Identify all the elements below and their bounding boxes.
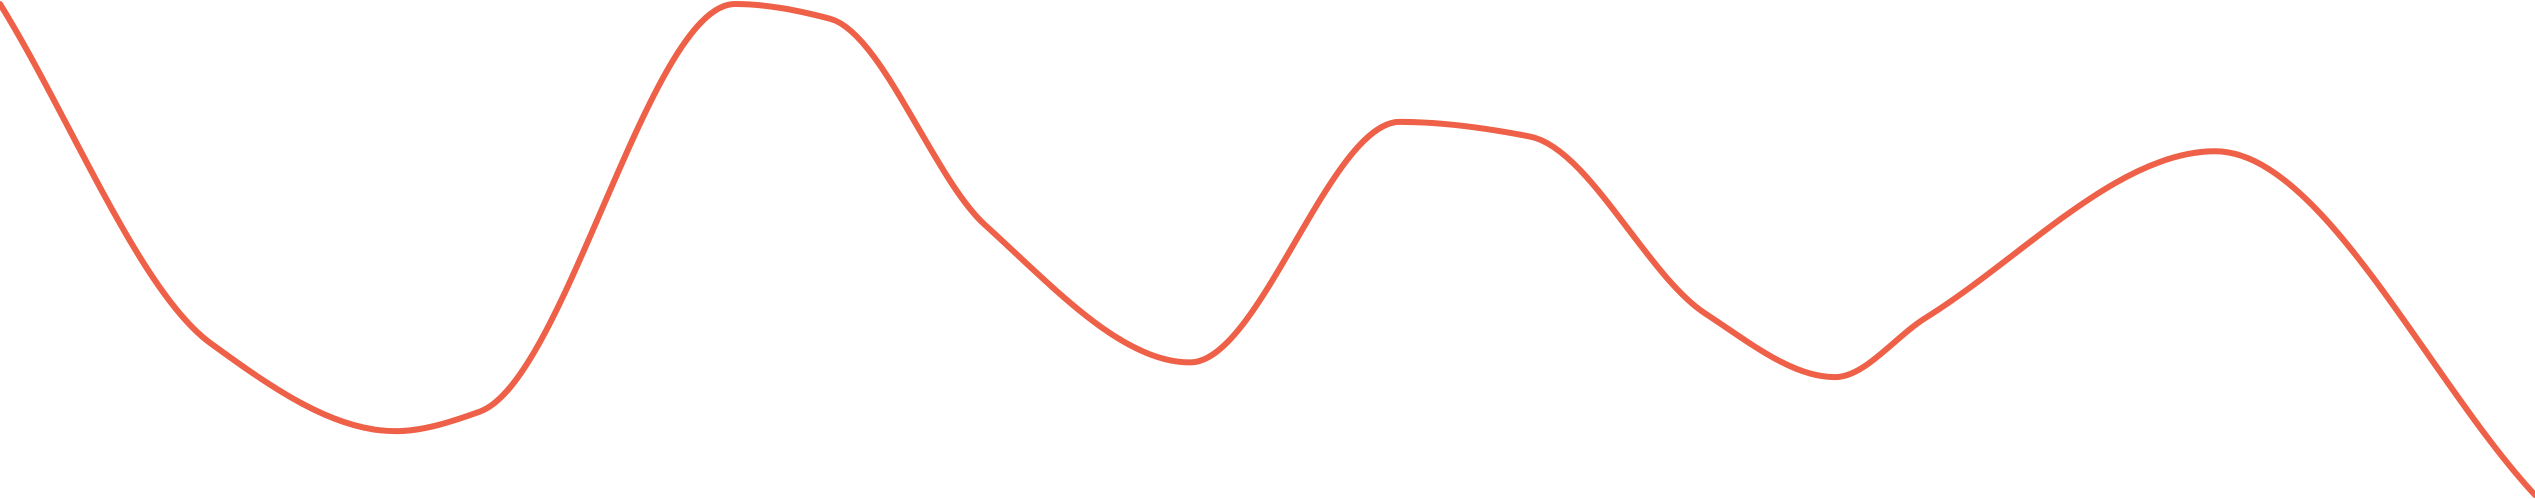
chart-canvas bbox=[0, 1, 2535, 498]
series-line-0 bbox=[0, 1, 2535, 498]
line-chart bbox=[0, 1, 2535, 498]
series-layer bbox=[0, 1, 2535, 498]
